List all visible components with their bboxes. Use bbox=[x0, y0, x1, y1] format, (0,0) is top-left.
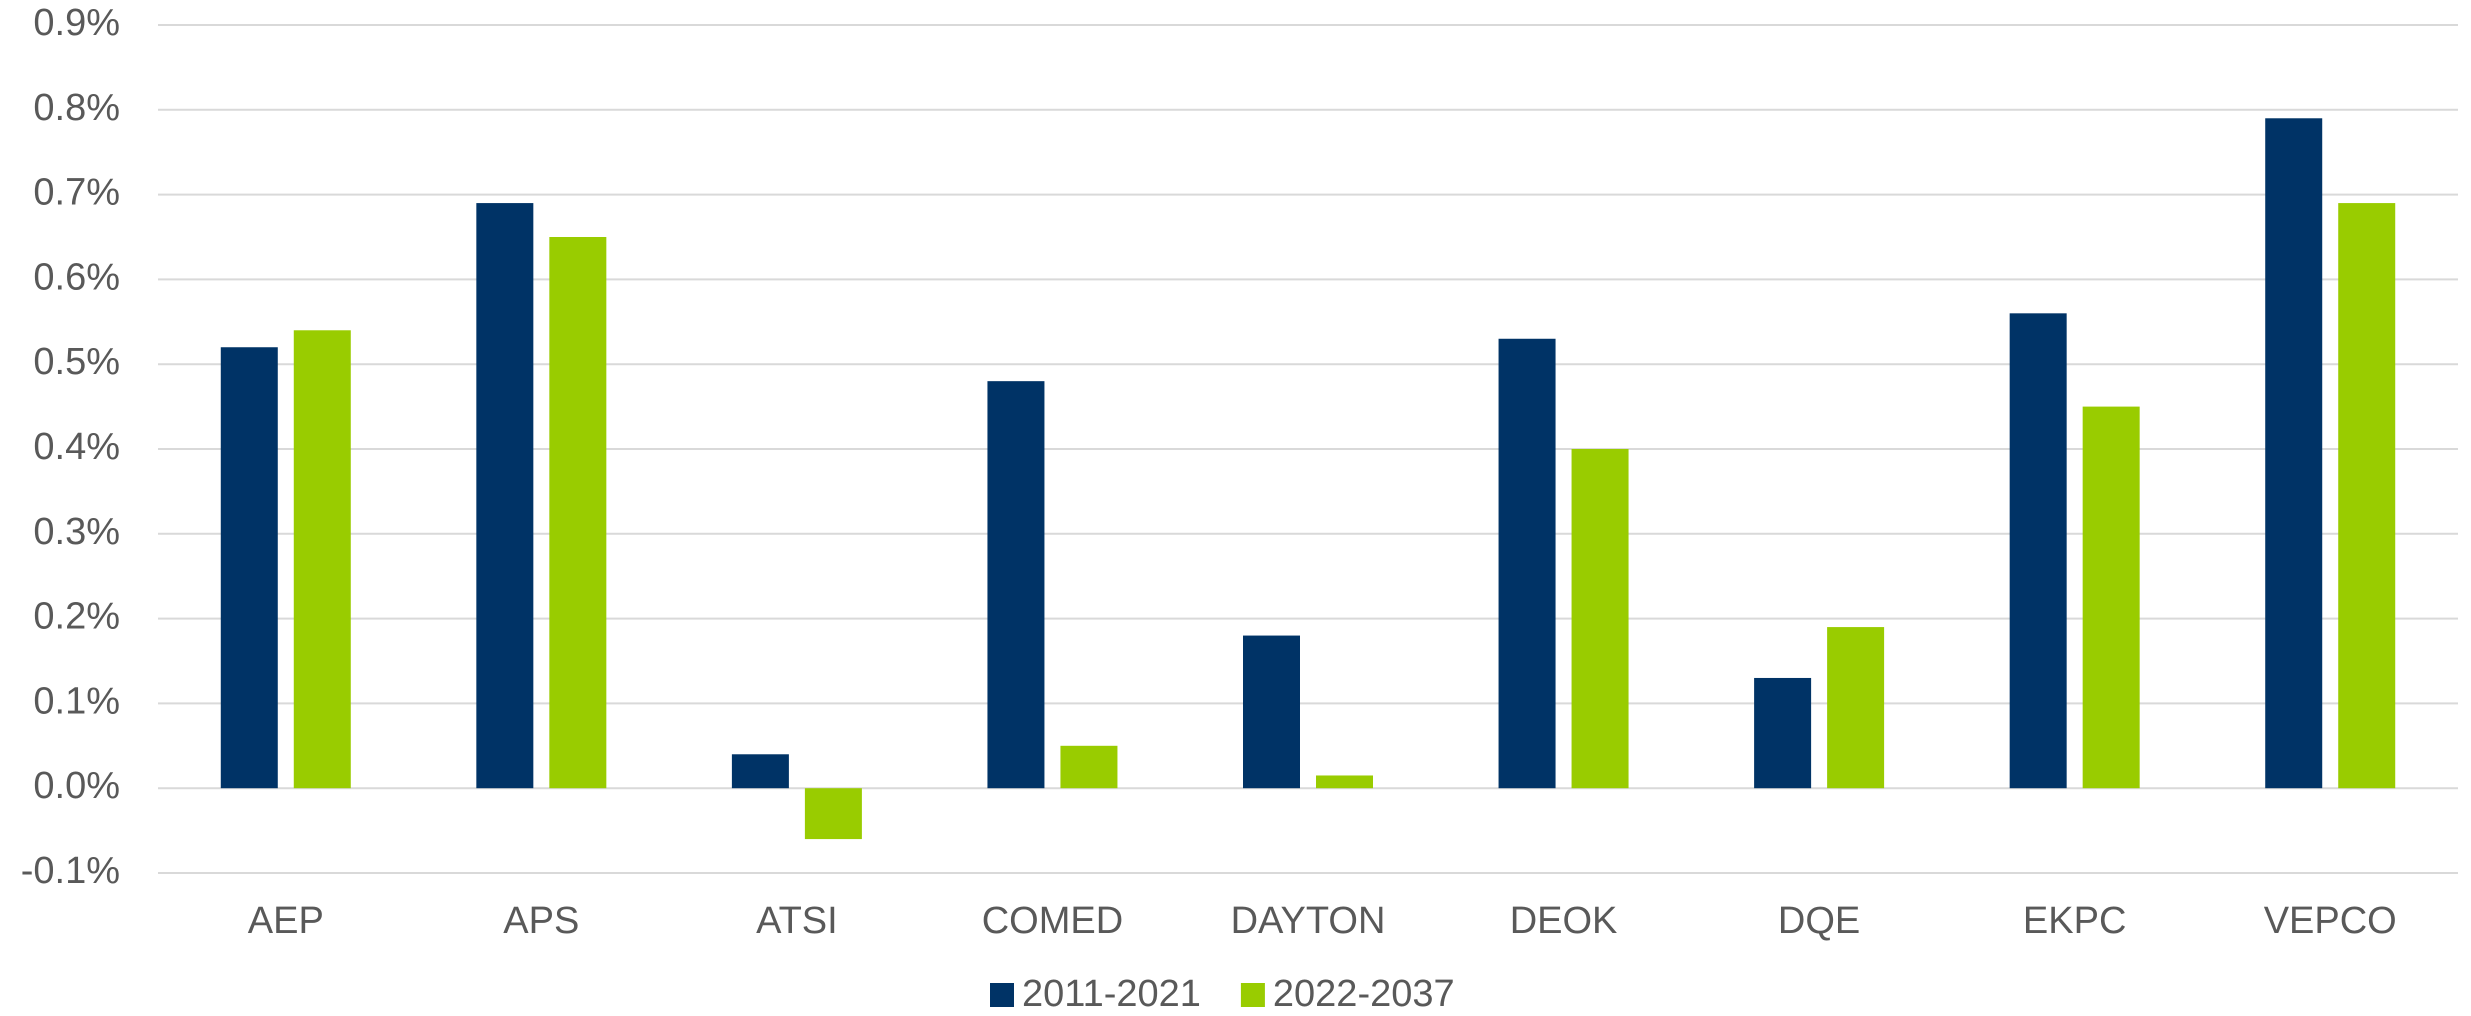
bar bbox=[731, 754, 789, 789]
bar bbox=[1571, 449, 1629, 789]
y-tick-label: 0.8% bbox=[33, 87, 120, 129]
x-tick-label: DQE bbox=[1778, 900, 1860, 942]
bar bbox=[987, 381, 1045, 789]
y-tick-label: 0.3% bbox=[33, 511, 120, 553]
x-tick-label: EKPC bbox=[2023, 900, 2126, 942]
y-tick-label: 0.9% bbox=[33, 2, 120, 44]
bar bbox=[1060, 745, 1118, 789]
x-tick-label: COMED bbox=[982, 900, 1123, 942]
bar bbox=[1498, 338, 1556, 789]
y-tick-label: 0.6% bbox=[33, 256, 120, 298]
x-tick-label: VEPCO bbox=[2264, 900, 2397, 942]
bar bbox=[2009, 313, 2067, 789]
bar bbox=[476, 203, 534, 789]
legend-swatch bbox=[1240, 983, 1265, 1007]
y-tick-label: -0.1% bbox=[21, 850, 120, 892]
bar bbox=[220, 347, 278, 789]
x-tick-label: APS bbox=[503, 900, 579, 942]
bar bbox=[1243, 635, 1300, 789]
bar bbox=[293, 330, 351, 789]
x-tick-label: DEOK bbox=[1510, 900, 1618, 942]
legend-label: 2022-2037 bbox=[1273, 973, 1455, 1015]
bar bbox=[1316, 775, 1373, 789]
y-tick-label: 0.7% bbox=[33, 172, 120, 214]
y-tick-label: 0.1% bbox=[33, 680, 120, 722]
bar bbox=[2265, 118, 2323, 789]
y-tick-label: 0.4% bbox=[33, 426, 120, 468]
x-tick-label: ATSI bbox=[756, 900, 838, 942]
legend-swatch bbox=[990, 983, 1014, 1007]
bar bbox=[549, 237, 607, 789]
bar bbox=[1827, 627, 1885, 789]
y-tick-label: 0.0% bbox=[33, 765, 120, 807]
bar bbox=[2082, 406, 2140, 789]
bar bbox=[804, 788, 862, 840]
bar bbox=[2338, 203, 2396, 789]
x-tick-label: AEP bbox=[248, 900, 324, 942]
bar bbox=[1754, 677, 1812, 789]
x-tick-label: DAYTON bbox=[1231, 900, 1386, 942]
legend-label: 2011-2021 bbox=[1022, 973, 1201, 1015]
y-tick-label: 0.5% bbox=[33, 341, 120, 383]
y-tick-label: 0.2% bbox=[33, 596, 120, 638]
